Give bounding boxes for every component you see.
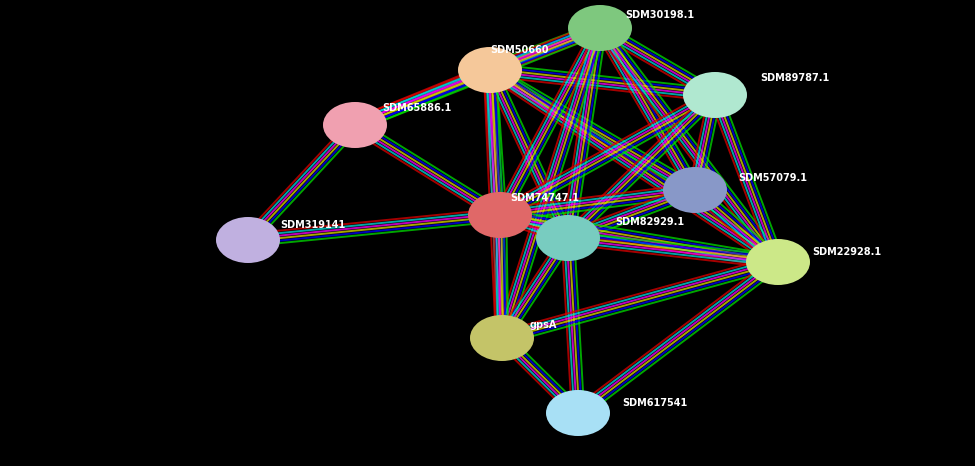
Ellipse shape [546, 390, 610, 436]
Text: SDM57079.1: SDM57079.1 [738, 173, 807, 183]
Text: SDM30198.1: SDM30198.1 [625, 10, 694, 20]
Text: SDM50660: SDM50660 [490, 45, 549, 55]
Ellipse shape [683, 72, 747, 118]
Text: SDM65886.1: SDM65886.1 [382, 103, 451, 113]
Ellipse shape [323, 102, 387, 148]
Ellipse shape [746, 239, 810, 285]
Ellipse shape [536, 215, 600, 261]
Text: SDM74747.1: SDM74747.1 [510, 193, 579, 203]
Text: SDM319141: SDM319141 [280, 220, 345, 230]
Text: SDM82929.1: SDM82929.1 [615, 217, 684, 227]
Text: SDM617541: SDM617541 [622, 398, 687, 408]
Ellipse shape [458, 47, 522, 93]
Text: gpsA: gpsA [530, 320, 558, 330]
Text: SDM22928.1: SDM22928.1 [812, 247, 881, 257]
Text: SDM89787.1: SDM89787.1 [760, 73, 830, 83]
Ellipse shape [216, 217, 280, 263]
Ellipse shape [470, 315, 534, 361]
Ellipse shape [468, 192, 532, 238]
Ellipse shape [568, 5, 632, 51]
Ellipse shape [663, 167, 727, 213]
